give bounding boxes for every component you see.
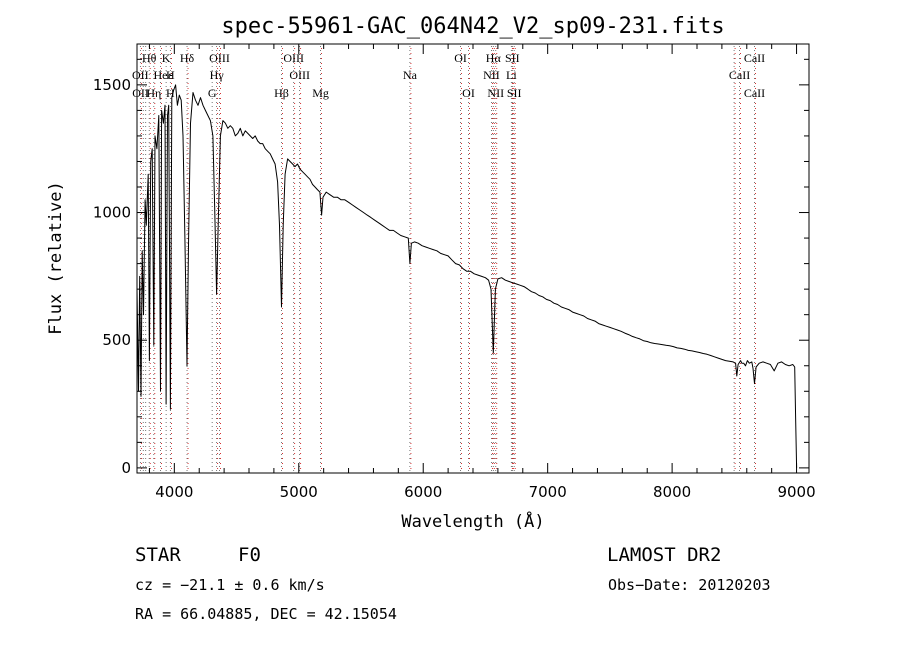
y-axis-label: Flux (relative)	[46, 181, 66, 335]
line-marker-label: NII	[483, 68, 500, 82]
x-tick-label: 4000	[155, 483, 193, 501]
line-marker-label: Li	[506, 68, 517, 82]
line-marker-label: SII	[505, 51, 520, 65]
line-marker-label: NII	[487, 86, 504, 100]
y-tick-label: 1500	[93, 76, 131, 94]
spectrum-line	[136, 84, 798, 468]
x-tick-label: 6000	[404, 483, 442, 501]
redshift-text: cz = −21.1 ± 0.6 km/s	[135, 576, 325, 594]
y-tick-label: 0	[121, 459, 131, 477]
line-marker-label: OIII	[289, 68, 310, 82]
line-marker-guides	[139, 46, 756, 472]
line-marker-label: SII	[507, 86, 522, 100]
plot-frame	[136, 43, 810, 474]
x-tick-label: 5000	[280, 483, 318, 501]
chart-title: spec-55961-GAC_064N42_V2_sp09-231.fits	[221, 14, 724, 39]
line-marker-label: G	[208, 86, 217, 100]
line-marker-label: ε	[168, 68, 173, 82]
line-marker-label: Mg	[312, 86, 329, 100]
survey-label: LAMOST DR2	[607, 544, 721, 566]
object-subclass: F0	[238, 544, 261, 566]
line-marker-label: OII	[132, 68, 149, 82]
line-marker-label: CaII	[744, 51, 765, 65]
line-marker-label: CaII	[729, 68, 750, 82]
line-marker-label: H	[166, 86, 175, 100]
x-tick-label: 7000	[529, 483, 567, 501]
line-marker-label: OIII	[283, 51, 304, 65]
line-marker-label: OI	[462, 86, 475, 100]
x-tick-label: 9000	[777, 483, 815, 501]
obs-date-text: Obs−Date: 20120203	[608, 576, 771, 594]
line-marker-label: OI	[454, 51, 467, 65]
line-marker-label: Hδ	[180, 51, 195, 65]
coordinates-text: RA = 66.04885, DEC = 42.15054	[135, 605, 397, 623]
line-marker-label: Hγ	[210, 68, 225, 82]
x-axis-label: Wavelength (Å)	[401, 510, 544, 532]
line-marker-label: Hβ	[274, 86, 289, 100]
object-class: STAR	[135, 544, 181, 566]
line-marker-label: Na	[403, 68, 418, 82]
line-marker-label: OIII	[209, 51, 230, 65]
y-tick-label: 1000	[93, 204, 131, 222]
axis-ticks: 4000 5000 6000 7000 8000 9000 0 500 1000 1500	[93, 44, 816, 501]
x-tick-label: 8000	[653, 483, 691, 501]
line-marker-label: Hη	[146, 86, 161, 100]
line-marker-label: CaII	[744, 86, 765, 100]
spectrum-series	[136, 84, 798, 468]
line-marker-label: K	[162, 51, 171, 65]
y-tick-label: 500	[102, 331, 131, 349]
line-marker-label: He	[154, 68, 168, 82]
line-marker-label: H	[166, 68, 175, 82]
line-marker-label: Hθ	[142, 51, 157, 65]
line-marker-label: Hα	[486, 51, 502, 65]
line-marker-label: OII	[132, 86, 149, 100]
